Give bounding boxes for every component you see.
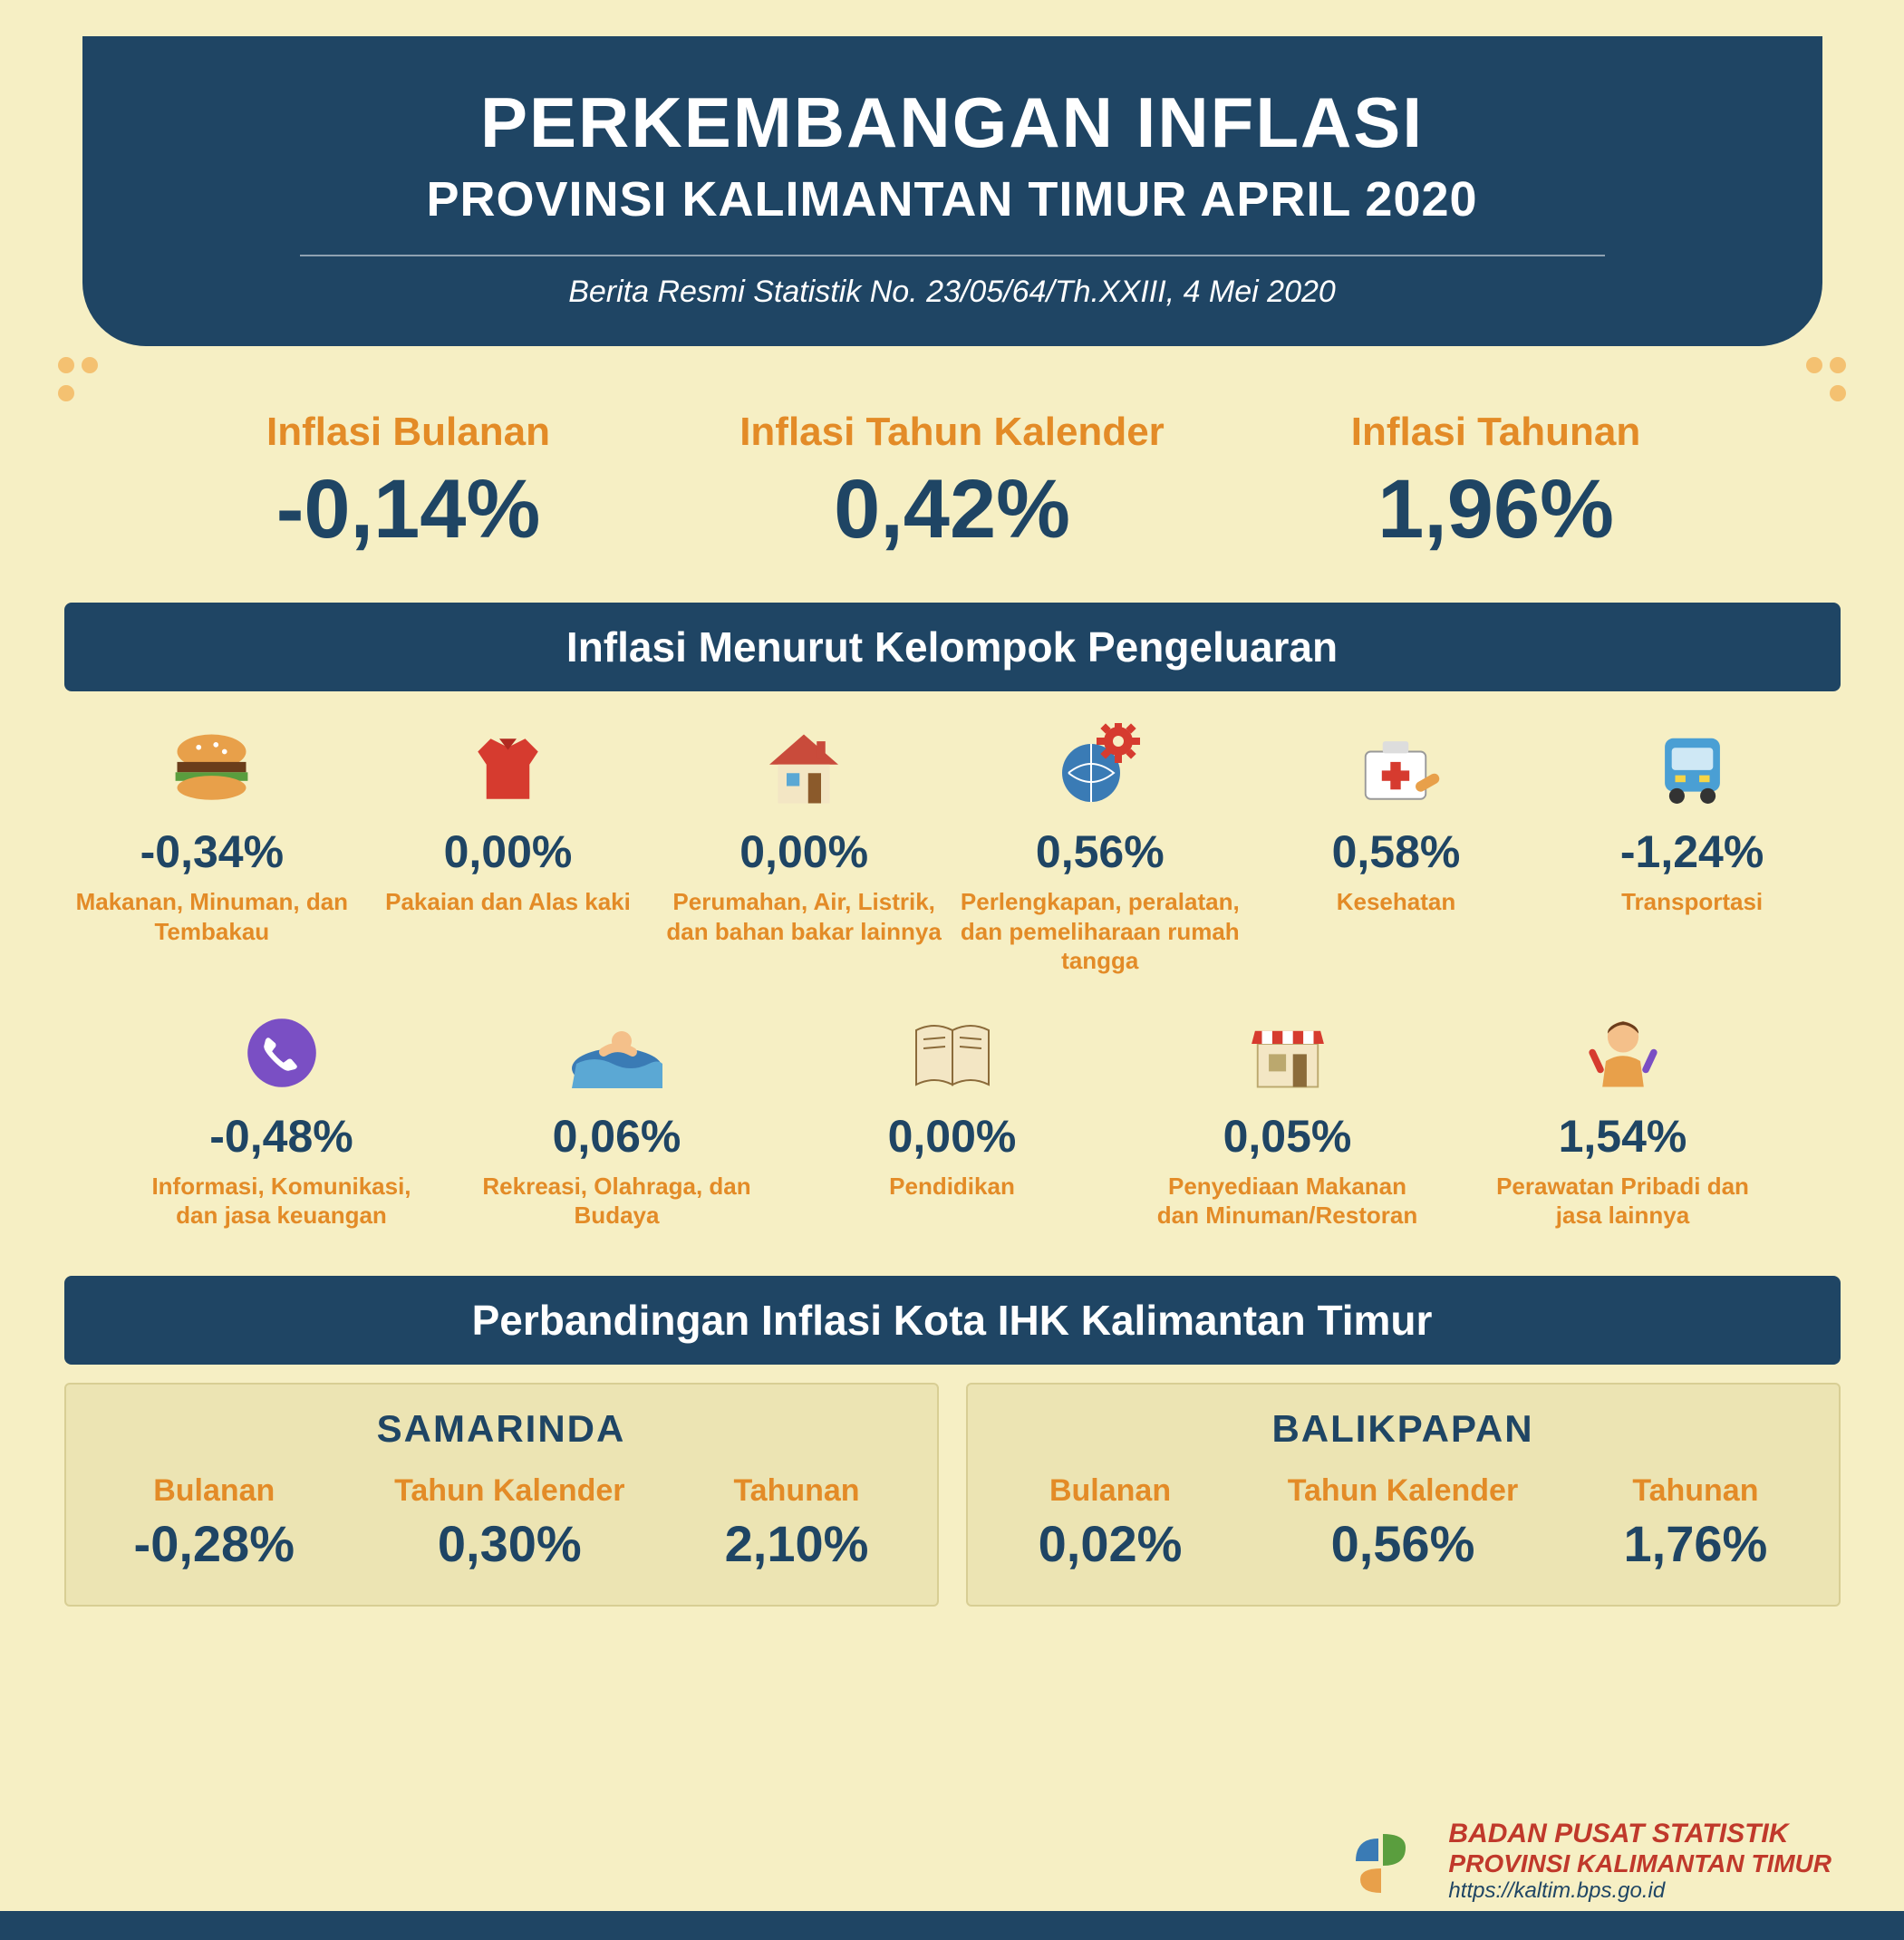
city-stat-monthly: Bulanan -0,28% xyxy=(134,1473,295,1573)
city-stat-yearly: Tahunan 2,10% xyxy=(725,1473,869,1573)
city-stat-value: 0,30% xyxy=(394,1514,624,1573)
header-subtitle: Berita Resmi Statistik No. 23/05/64/Th.X… xyxy=(119,275,1786,310)
city-name-label: BALIKPAPAN xyxy=(986,1407,1821,1451)
category-restaurant: 0,05% Penyediaan Makanan dan Minuman/Res… xyxy=(1147,1003,1428,1231)
category-name: Kesehatan xyxy=(1337,887,1456,917)
category-value: 1,54% xyxy=(1559,1110,1687,1163)
category-name: Transportasi xyxy=(1621,887,1763,917)
top-stats-row: Inflasi Bulanan -0,14% Inflasi Tahun Kal… xyxy=(137,410,1768,557)
city-samarinda: SAMARINDA Bulanan -0,28% Tahun Kalender … xyxy=(64,1383,939,1607)
category-clothing: 0,00% Pakaian dan Alas kaki xyxy=(367,719,648,976)
city-stat-yearly: Tahunan 1,76% xyxy=(1624,1473,1768,1573)
category-education: 0,00% Pendidikan xyxy=(812,1003,1093,1231)
city-stat-monthly: Bulanan 0,02% xyxy=(1039,1473,1183,1573)
book-icon xyxy=(907,1003,998,1103)
category-name: Pendidikan xyxy=(889,1172,1015,1202)
city-stat-value: 0,02% xyxy=(1039,1514,1183,1573)
city-stat-label: Tahun Kalender xyxy=(1288,1473,1518,1509)
cities-comparison: SAMARINDA Bulanan -0,28% Tahun Kalender … xyxy=(64,1383,1841,1607)
gear-globe-icon xyxy=(1050,719,1150,818)
city-stat-calendar: Tahun Kalender 0,56% xyxy=(1288,1473,1518,1573)
stat-value: 1,96% xyxy=(1242,462,1750,557)
city-stat-label: Bulanan xyxy=(1039,1473,1183,1509)
category-value: -1,24% xyxy=(1620,825,1764,878)
personal-care-icon xyxy=(1578,1003,1668,1103)
stat-label: Inflasi Tahunan xyxy=(1242,410,1750,455)
footer-org-line2: PROVINSI KALIMANTAN TIMUR xyxy=(1448,1849,1832,1878)
category-name: Pakaian dan Alas kaki xyxy=(385,887,631,917)
category-value: 0,00% xyxy=(739,825,868,878)
city-stat-value: 2,10% xyxy=(725,1514,869,1573)
category-info: -0,48% Informasi, Komunikasi, dan jasa k… xyxy=(141,1003,422,1231)
bottom-bar xyxy=(0,1911,1904,1940)
footer-url: https://kaltim.bps.go.id xyxy=(1448,1878,1832,1904)
stat-label: Inflasi Tahun Kalender xyxy=(699,410,1206,455)
header-title-line1: PERKEMBANGAN INFLASI xyxy=(119,82,1786,164)
category-name: Makanan, Minuman, dan Tembakau xyxy=(72,887,353,946)
categories-grid: -0,34% Makanan, Minuman, dan Tembakau 0,… xyxy=(64,719,1841,1231)
swim-icon xyxy=(567,1003,667,1103)
category-equipment: 0,56% Perlengkapan, peralatan, dan pemel… xyxy=(960,719,1241,976)
city-stat-value: 0,56% xyxy=(1288,1514,1518,1573)
header-title-line2: PROVINSI KALIMANTAN TIMUR APRIL 2020 xyxy=(119,171,1786,227)
category-value: -0,48% xyxy=(209,1110,353,1163)
category-value: 0,58% xyxy=(1332,825,1461,878)
city-stat-calendar: Tahun Kalender 0,30% xyxy=(394,1473,624,1573)
category-food: -0,34% Makanan, Minuman, dan Tembakau xyxy=(72,719,353,976)
category-value: 0,06% xyxy=(553,1110,681,1163)
city-stat-label: Tahun Kalender xyxy=(394,1473,624,1509)
stat-label: Inflasi Bulanan xyxy=(155,410,662,455)
category-value: 0,00% xyxy=(444,825,573,878)
category-name: Perawatan Pribadi dan jasa lainnya xyxy=(1483,1172,1764,1231)
category-personal-care: 1,54% Perawatan Pribadi dan jasa lainnya xyxy=(1483,1003,1764,1231)
city-balikpapan: BALIKPAPAN Bulanan 0,02% Tahun Kalender … xyxy=(966,1383,1841,1607)
stat-value: -0,14% xyxy=(155,462,662,557)
phone-circle-icon xyxy=(241,1003,323,1103)
bus-icon xyxy=(1649,719,1735,818)
footer: BADAN PUSAT STATISTIK PROVINSI KALIMANTA… xyxy=(1347,1819,1832,1904)
city-stat-label: Tahunan xyxy=(1624,1473,1768,1509)
category-health: 0,58% Kesehatan xyxy=(1255,719,1536,976)
city-stat-value: 1,76% xyxy=(1624,1514,1768,1573)
shirt-icon xyxy=(465,719,551,818)
burger-icon xyxy=(169,719,255,818)
section-title-categories: Inflasi Menurut Kelompok Pengeluaran xyxy=(64,603,1841,691)
medkit-icon xyxy=(1350,719,1441,818)
category-name: Perlengkapan, peralatan, dan pemeliharaa… xyxy=(960,887,1241,976)
category-value: -0,34% xyxy=(140,825,284,878)
category-name: Informasi, Komunikasi, dan jasa keuangan xyxy=(141,1172,422,1231)
footer-org-line1: BADAN PUSAT STATISTIK xyxy=(1448,1819,1832,1849)
decorative-dots-left xyxy=(54,353,101,410)
category-name: Perumahan, Air, Listrik, dan bahan bakar… xyxy=(663,887,944,946)
shop-icon xyxy=(1242,1003,1333,1103)
category-value: 0,56% xyxy=(1036,825,1165,878)
category-name: Penyediaan Makanan dan Minuman/Restoran xyxy=(1147,1172,1428,1231)
category-value: 0,05% xyxy=(1223,1110,1352,1163)
section-title-cities: Perbandingan Inflasi Kota IHK Kalimantan… xyxy=(64,1276,1841,1365)
house-icon xyxy=(759,719,849,818)
city-stat-label: Tahunan xyxy=(725,1473,869,1509)
category-recreation: 0,06% Rekreasi, Olahraga, dan Budaya xyxy=(477,1003,758,1231)
category-housing: 0,00% Perumahan, Air, Listrik, dan bahan… xyxy=(663,719,944,976)
city-stat-label: Bulanan xyxy=(134,1473,295,1509)
category-value: 0,00% xyxy=(888,1110,1017,1163)
header-banner: PERKEMBANGAN INFLASI PROVINSI KALIMANTAN… xyxy=(82,36,1822,346)
decorative-dots-right xyxy=(1803,353,1850,405)
category-transport: -1,24% Transportasi xyxy=(1551,719,1832,976)
stat-monthly: Inflasi Bulanan -0,14% xyxy=(137,410,681,557)
category-name: Rekreasi, Olahraga, dan Budaya xyxy=(477,1172,758,1231)
stat-value: 0,42% xyxy=(699,462,1206,557)
stat-calendar: Inflasi Tahun Kalender 0,42% xyxy=(681,410,1224,557)
bps-logo-icon xyxy=(1347,1825,1428,1897)
city-stat-value: -0,28% xyxy=(134,1514,295,1573)
city-name-label: SAMARINDA xyxy=(84,1407,919,1451)
stat-yearly: Inflasi Tahunan 1,96% xyxy=(1224,410,1768,557)
